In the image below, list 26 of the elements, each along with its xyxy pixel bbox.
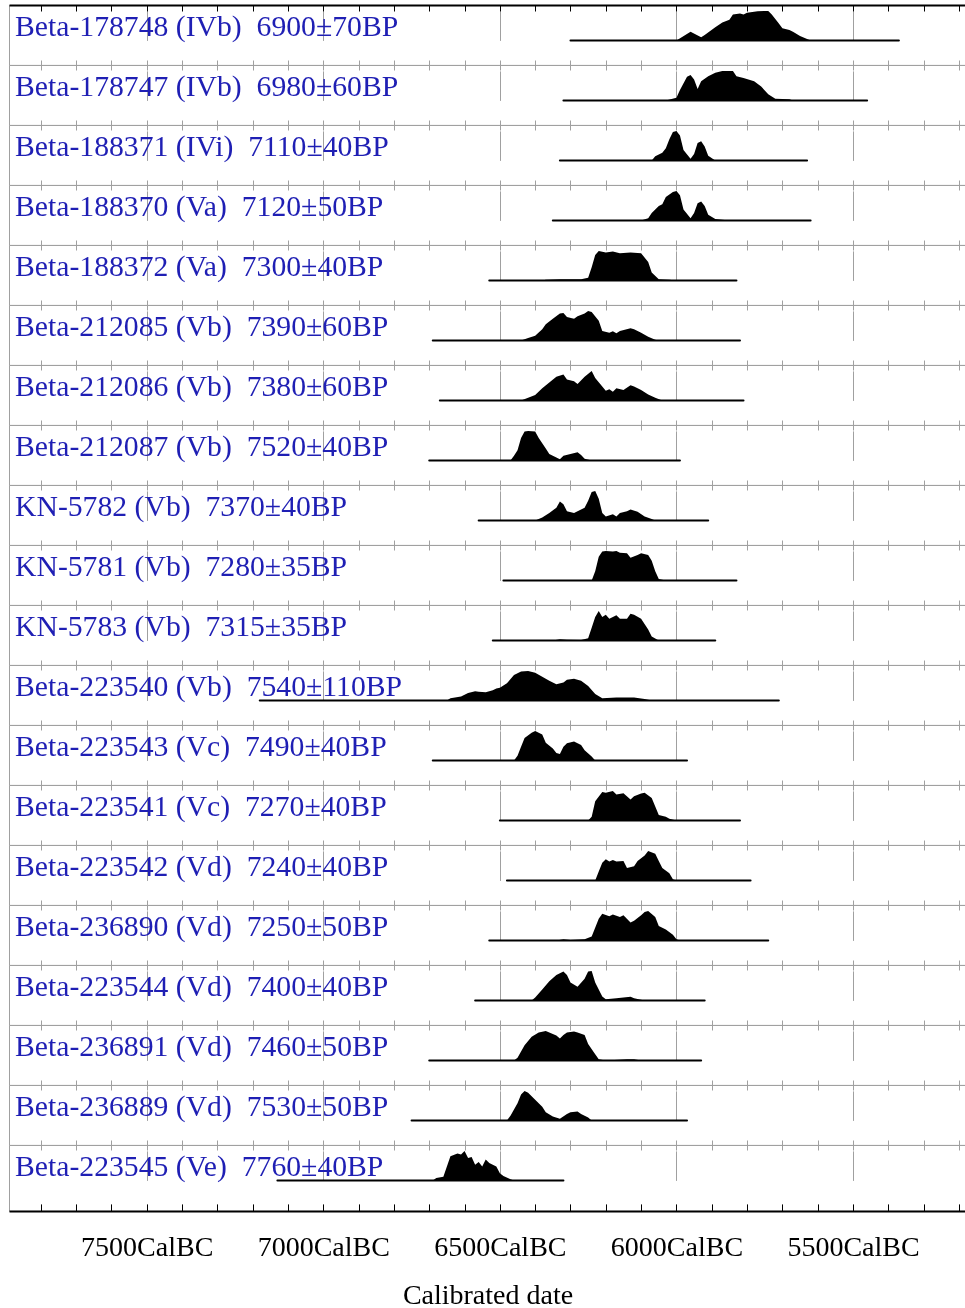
chart-title: Beta-188372 (Va) 7300±40BP <box>15 250 384 283</box>
x-tick-label: 7000CalBC <box>257 1231 390 1263</box>
x-tick-label: 7500CalBC <box>81 1231 214 1263</box>
x-axis-title: Calibrated date <box>402 1279 574 1308</box>
chart-title: Beta-212087 (Vb) 7520±40BP <box>15 430 389 463</box>
chart-title: Beta-223542 (Vd) 7240±40BP <box>15 850 389 883</box>
chart-title: Beta-223544 (Vd) 7400±40BP <box>15 970 389 1003</box>
chart-title: KN-5782 (Vb) 7370±40BP <box>15 490 348 523</box>
chart-title: Beta-236891 (Vd) 7460±50BP <box>15 1030 389 1063</box>
chart-title: Beta-223540 (Vb) 7540±110BP <box>15 670 403 703</box>
chart-title: Beta-188370 (Va) 7120±50BP <box>15 190 384 223</box>
chart-title: Beta-223545 (Ve) 7760±40BP <box>15 1150 384 1183</box>
chart-title: KN-5783 (Vb) 7315±35BP <box>15 610 348 643</box>
x-tick-label: 5500CalBC <box>787 1231 920 1263</box>
chart-title: Beta-223541 (Vc) 7270±40BP <box>15 790 387 823</box>
chart-title: Beta-188371 (IVi) 7110±40BP <box>15 130 389 163</box>
chart-title: Beta-236889 (Vd) 7530±50BP <box>15 1090 389 1123</box>
chart-title: Beta-212086 (Vb) 7380±60BP <box>15 370 389 403</box>
chart-title: Beta-223543 (Vc) 7490±40BP <box>15 730 387 763</box>
x-tick-label: 6500CalBC <box>434 1231 567 1263</box>
chart-title: KN-5781 (Vb) 7280±35BP <box>15 550 348 583</box>
chart-title: Beta-178747 (IVb) 6980±60BP <box>15 70 399 103</box>
chart-title: Beta-212085 (Vb) 7390±60BP <box>15 310 389 343</box>
chart-title: Beta-178748 (IVb) 6900±70BP <box>15 10 399 43</box>
x-tick-label: 6000CalBC <box>610 1231 744 1263</box>
chart-title: Beta-236890 (Vd) 7250±50BP <box>15 910 389 943</box>
